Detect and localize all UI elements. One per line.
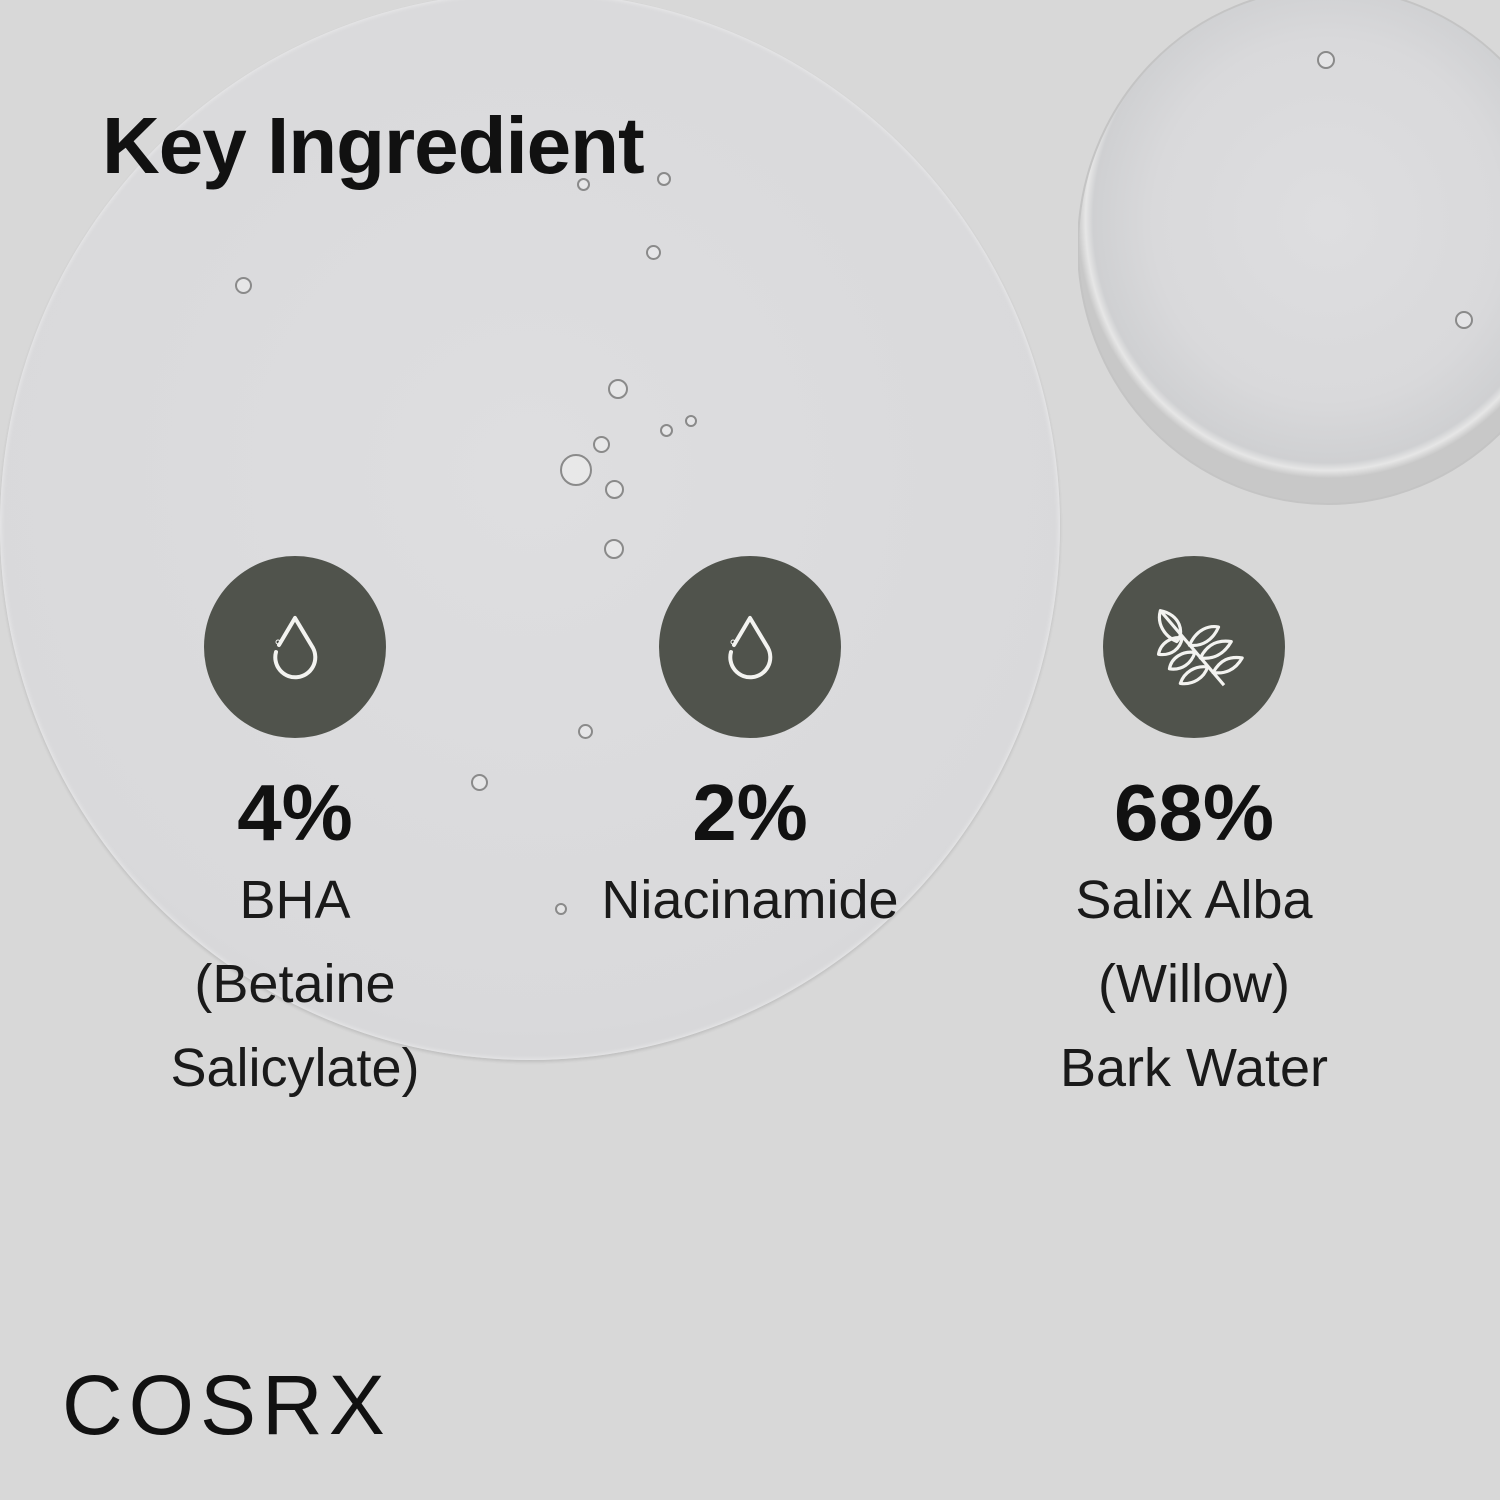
liquid-drop-small [1078,0,1500,505]
ingredient-name-line: BHA [239,870,351,930]
leaf-branch-icon [1103,556,1285,738]
ingredient-name-line: Niacinamide [601,870,899,930]
ingredient-name-line: (Willow) [1098,954,1290,1014]
ingredient-name-line: (Betaine [194,954,396,1014]
ingredient-bha: 4% BHA (Betaine Salicylate) [95,556,495,1110]
ingredient-percent: 4% [237,768,353,857]
ingredient-percent: 2% [692,768,808,857]
water-drop-icon [204,556,386,738]
ingredient-name-line: Salix Alba [1075,870,1313,930]
liquid-drop-large [0,0,1060,1060]
water-drop-icon [659,556,841,738]
ingredient-name-line: Bark Water [1059,1038,1329,1098]
ingredient-name-line: Salicylate) [170,1038,420,1098]
ingredient-percent: 68% [1113,768,1275,857]
ingredient-niacinamide: 2% Niacinamide [550,556,950,942]
brand-logo: COSRX [62,1358,391,1452]
ingredient-willow-bark: 68% Salix Alba (Willow) Bark Water [994,556,1394,1110]
page-title: Key Ingredient [102,101,645,190]
